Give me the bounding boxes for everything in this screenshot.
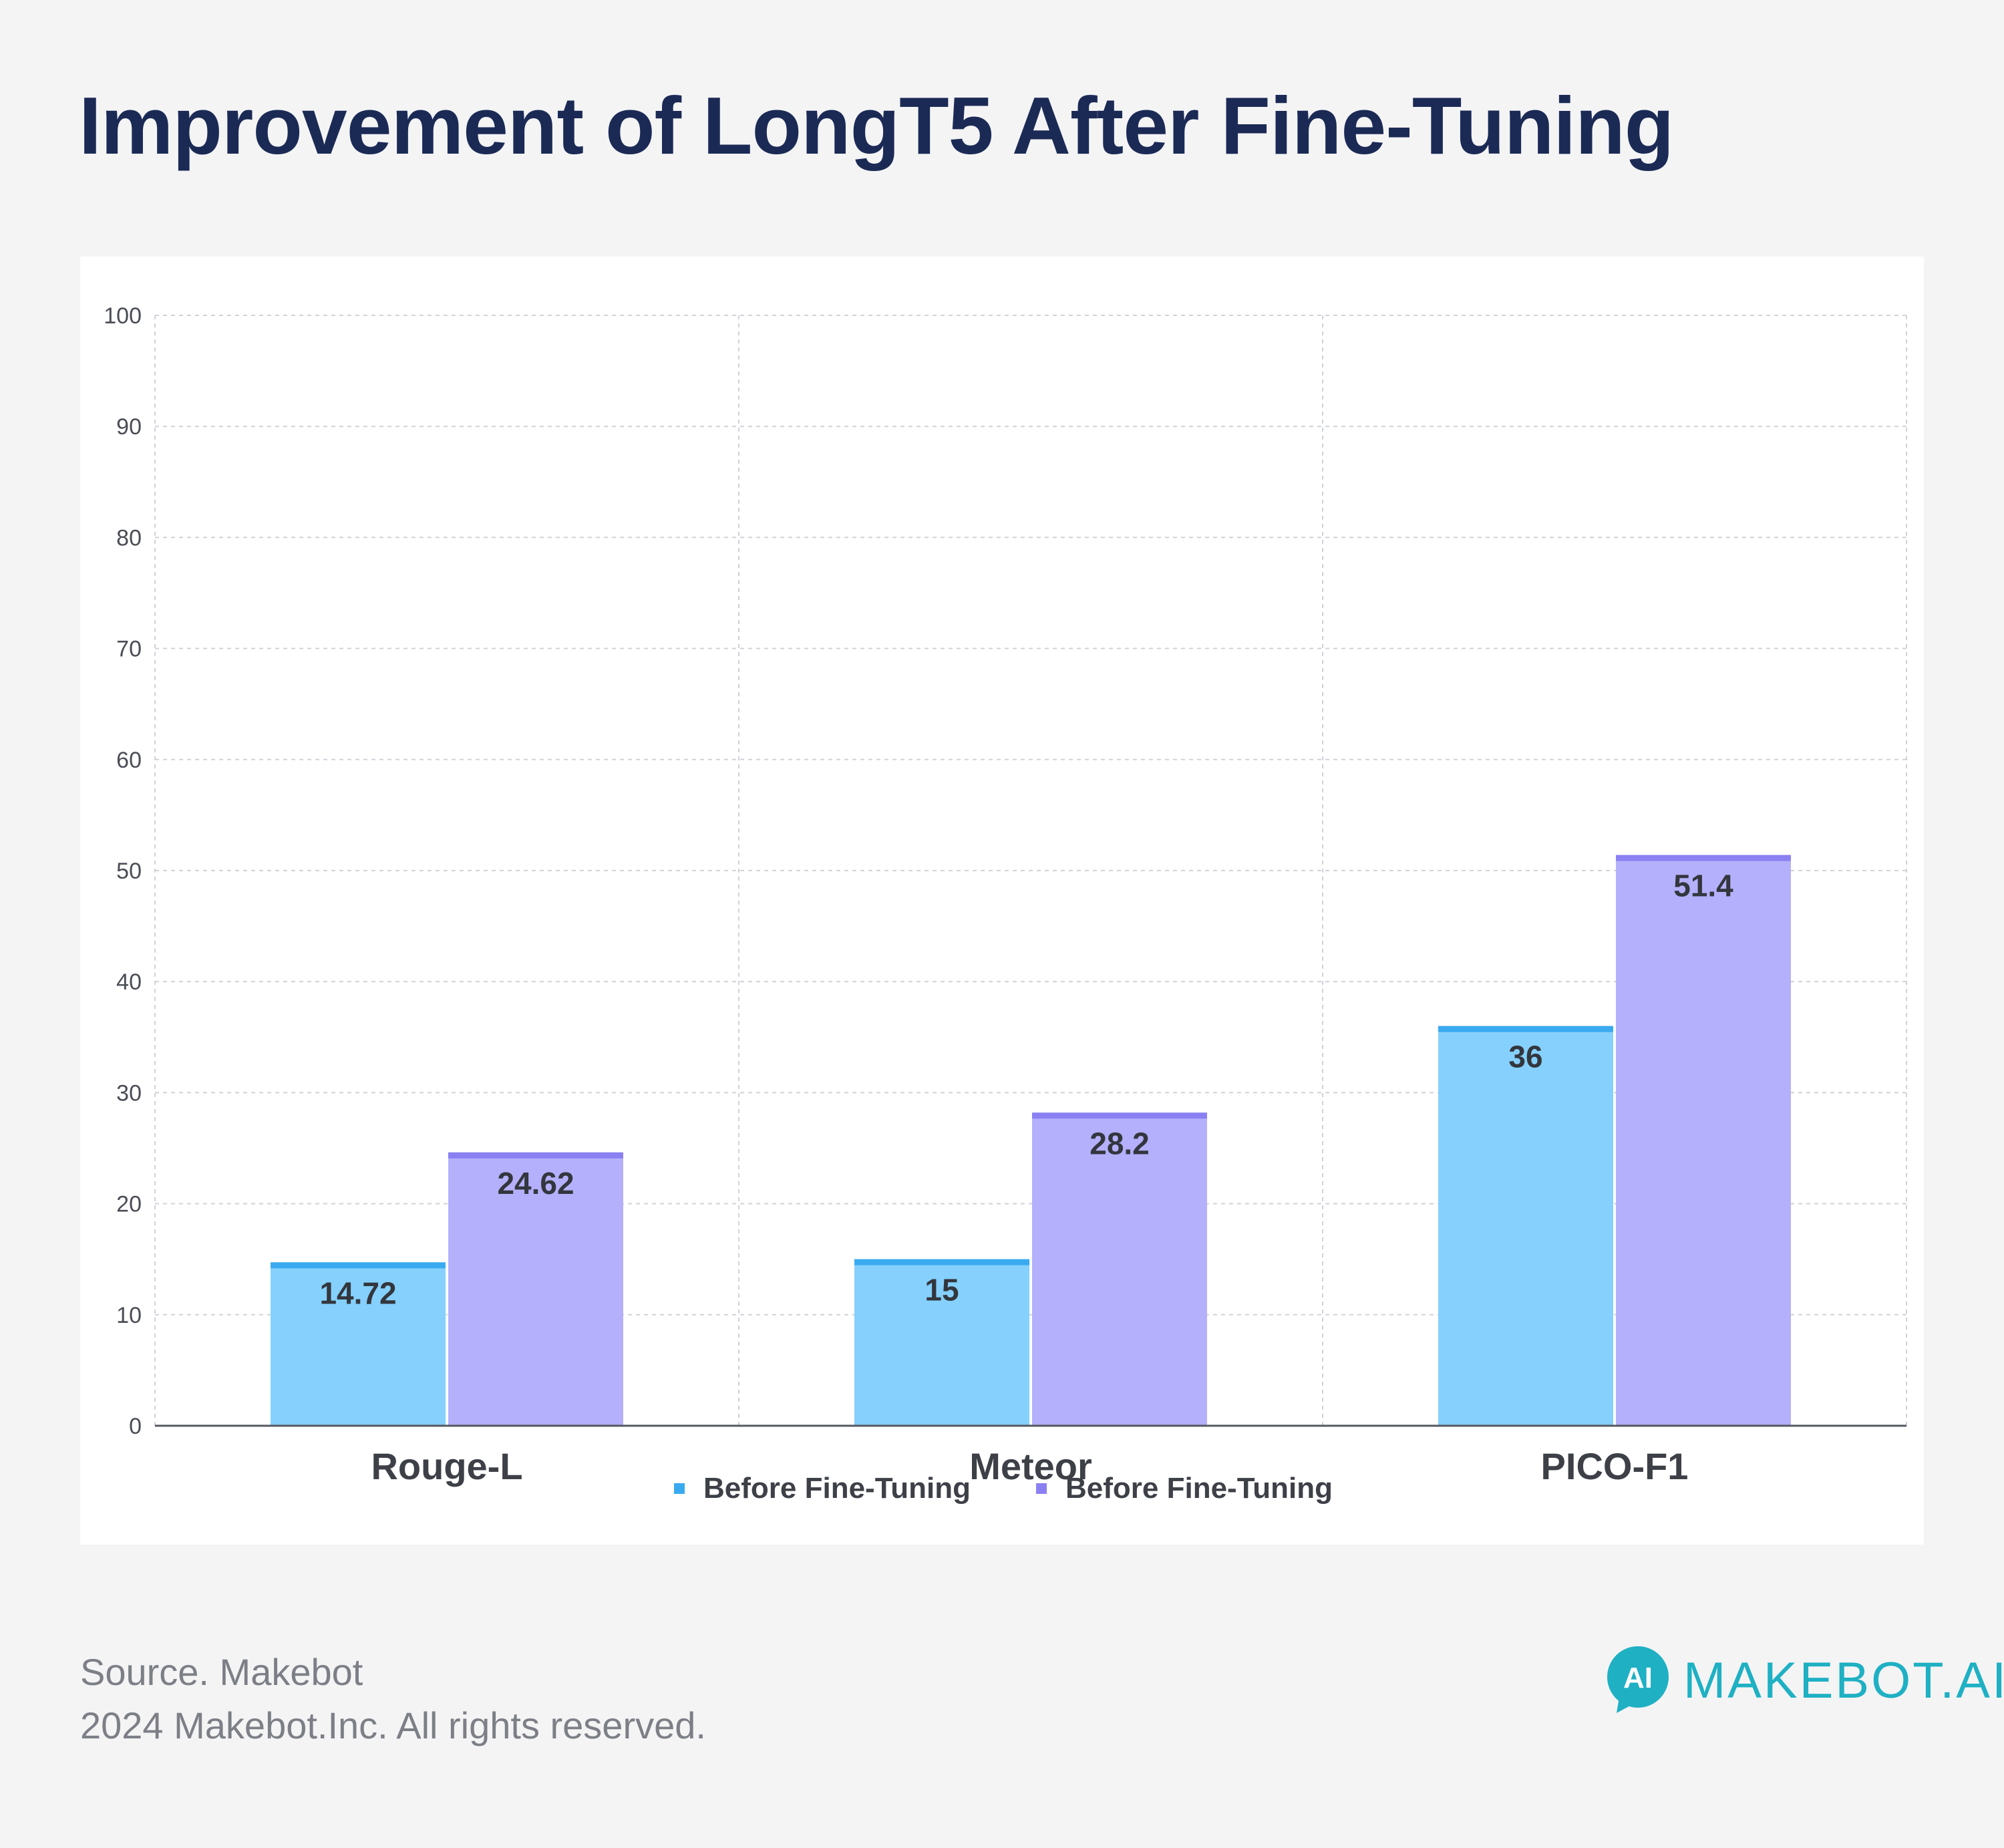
logo-mark-text: AI <box>1623 1662 1653 1694</box>
x-tick-label: Rouge-L <box>371 1445 522 1487</box>
y-tick-label: 60 <box>116 748 142 773</box>
bar-series-1 <box>1438 1026 1613 1426</box>
legend-label: Before Fine-Tuning <box>703 1472 971 1505</box>
y-tick-label: 100 <box>104 303 142 329</box>
x-tick-label: Meteor <box>969 1445 1092 1487</box>
x-tick-label: PICO-F1 <box>1541 1445 1689 1487</box>
makebot-logo: AI MAKEBOT.AI <box>1605 1644 2004 1717</box>
chart-panel: 0 10 20 30 40 50 60 70 80 90 100 14.72 24.62 Rouge-L 1… <box>80 257 1924 1545</box>
bar-series-2 <box>1032 1112 1207 1426</box>
bar-series-1 <box>271 1262 446 1426</box>
data-label: 15 <box>925 1273 959 1307</box>
y-tick-label: 20 <box>116 1192 142 1217</box>
legend-swatch <box>1036 1483 1047 1494</box>
bar-cap <box>1438 1026 1613 1032</box>
bar-series-1 <box>854 1259 1029 1426</box>
y-tick-label: 80 <box>116 525 142 551</box>
y-tick-label: 40 <box>116 969 142 995</box>
data-label: 24.62 <box>497 1166 574 1201</box>
bar-cap <box>1616 855 1791 861</box>
data-label: 36 <box>1508 1040 1542 1074</box>
bar-cap <box>271 1262 446 1269</box>
page-title: Improvement of LongT5 After Fine-Tuning <box>79 80 1674 171</box>
bar-series-2 <box>448 1152 623 1426</box>
data-label: 14.72 <box>319 1275 396 1310</box>
logo-text: MAKEBOT.AI <box>1683 1652 2004 1709</box>
data-label: 28.2 <box>1090 1126 1150 1161</box>
y-tick-label: 90 <box>116 414 142 440</box>
data-label: 51.4 <box>1673 869 1733 903</box>
bar-cap <box>448 1152 623 1159</box>
legend-label: Before Fine-Tuning <box>1065 1472 1333 1505</box>
y-tick-label: 30 <box>116 1080 142 1106</box>
y-tick-label: 0 <box>129 1414 142 1439</box>
bar-chart: 0 10 20 30 40 50 60 70 80 90 100 14.72 24.62 Rouge-L 1… <box>104 303 1907 1505</box>
bar-cap <box>1032 1112 1207 1119</box>
y-tick-label: 70 <box>116 637 142 662</box>
copyright-text: 2024 Makebot.Inc. All rights reserved. <box>80 1704 706 1746</box>
chat-bubble-logo-icon: AI <box>1607 1646 1669 1713</box>
y-tick-label: 10 <box>116 1303 142 1328</box>
y-tick-label: 50 <box>116 859 142 884</box>
legend-swatch <box>674 1483 685 1494</box>
bar-series-2 <box>1616 855 1791 1426</box>
source-text: Source. Makebot <box>80 1651 363 1693</box>
bar-cap <box>854 1259 1029 1265</box>
